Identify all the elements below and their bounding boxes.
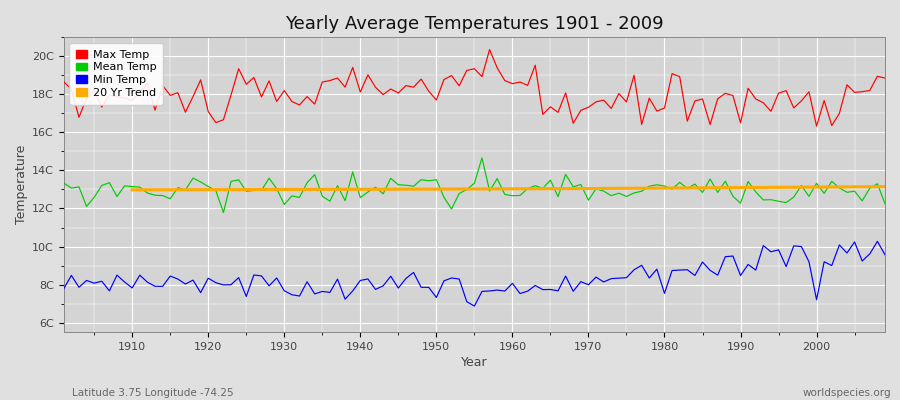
Legend: Max Temp, Mean Temp, Min Temp, 20 Yr Trend: Max Temp, Mean Temp, Min Temp, 20 Yr Tre… (69, 43, 163, 104)
Text: worldspecies.org: worldspecies.org (803, 388, 891, 398)
Y-axis label: Temperature: Temperature (15, 145, 28, 224)
Title: Yearly Average Temperatures 1901 - 2009: Yearly Average Temperatures 1901 - 2009 (285, 15, 663, 33)
X-axis label: Year: Year (461, 356, 488, 369)
Text: Latitude 3.75 Longitude -74.25: Latitude 3.75 Longitude -74.25 (72, 388, 234, 398)
